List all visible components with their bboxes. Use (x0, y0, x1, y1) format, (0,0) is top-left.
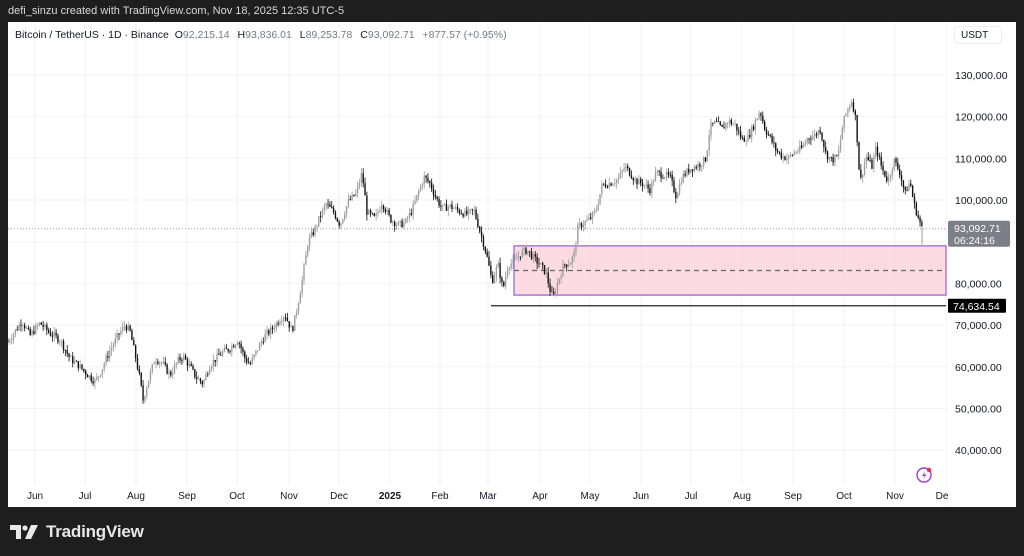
time-tick-label: 2025 (379, 491, 402, 502)
symbol-title: Bitcoin / TetherUS · 1D · Binance (15, 29, 169, 41)
time-tick-label: May (581, 491, 600, 502)
low-label: L (299, 29, 306, 41)
candlesticks (8, 98, 923, 404)
time-tick-label: Oct (229, 491, 245, 502)
time-tick-label: Jun (27, 491, 43, 502)
open-value: 92,215.14 (182, 29, 230, 41)
support-price-tag (948, 298, 1006, 313)
time-tick-label: Jul (685, 491, 698, 502)
last-price-value: 93,092.71 (954, 223, 1001, 235)
price-tick-label: 50,000.00 (955, 404, 1002, 416)
time-tick-label: Aug (733, 491, 751, 502)
time-tick-label: Apr (532, 491, 548, 502)
bar-countdown: 06:24:16 (954, 235, 995, 247)
time-tick-label: Dec (330, 491, 348, 502)
chart-panel[interactable]: 130,000.00 120,000.00 110,000.00 100,000.00… (8, 22, 1016, 507)
high-value: 93,836.01 (245, 29, 292, 41)
close-value: 93,092.71 (367, 29, 415, 41)
time-tick-label: Mar (479, 491, 497, 502)
symbol-legend: Bitcoin / TetherUS · 1D · Binance O92,21… (15, 29, 507, 41)
price-tick-label: 130,000.00 (955, 70, 1008, 82)
time-tick-label: Aug (127, 491, 145, 502)
last-price-tag (948, 220, 1010, 247)
close-label: C (360, 29, 368, 41)
chart-attribution: defi_sinzu created with TradingView.com,… (8, 5, 345, 17)
price-tick-label: 60,000.00 (955, 362, 1002, 374)
time-tick-label: Jul (79, 491, 92, 502)
time-tick-label: Nov (280, 491, 298, 502)
price-tick-label: 80,000.00 (955, 278, 1002, 290)
price-axis[interactable]: 130,000.00 120,000.00 110,000.00 100,000.00… (948, 70, 1010, 457)
currency-button[interactable]: USDT (954, 26, 1002, 44)
price-chart[interactable]: 130,000.00 120,000.00 110,000.00 100,000.00… (8, 22, 1016, 507)
support-price-value: 74,634.54 (953, 301, 1000, 313)
price-tick-label: 110,000.00 (955, 153, 1007, 165)
lightning-alert-icon[interactable] (916, 467, 932, 483)
change-value: +877.57 (+0.95%) (422, 29, 507, 41)
price-tick-label: 120,000.00 (955, 112, 1008, 124)
price-tick-label: 70,000.00 (955, 320, 1002, 332)
time-tick-label: Oct (836, 491, 852, 502)
time-axis[interactable]: Jun Jul Aug Sep Oct Nov Dec 2025 Feb Mar Apr May Jun… (27, 491, 949, 502)
high-label: H (237, 29, 246, 41)
price-tick-label: 100,000.00 (955, 195, 1008, 207)
tradingview-logo-icon (10, 525, 38, 539)
time-tick-label: Sep (784, 491, 802, 502)
time-tick-label: Jun (633, 491, 649, 502)
tradingview-logo[interactable]: TradingView (10, 522, 144, 542)
time-tick-label: Feb (431, 491, 449, 502)
time-tick-label: Sep (178, 491, 196, 502)
open-label: O (174, 29, 183, 41)
time-tick-label: Nov (886, 491, 904, 502)
low-value: 89,253.78 (305, 29, 353, 41)
time-tick-label: De (936, 491, 949, 502)
price-tick-label: 40,000.00 (955, 445, 1002, 457)
brand-name: TradingView (46, 522, 144, 541)
